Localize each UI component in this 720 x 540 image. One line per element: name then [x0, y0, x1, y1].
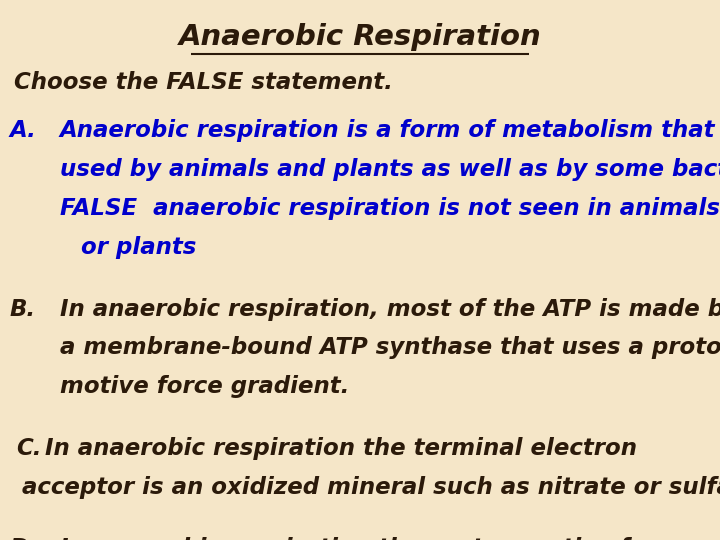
Text: C.: C. — [16, 437, 41, 460]
Text: Anaerobic Respiration: Anaerobic Respiration — [179, 23, 541, 51]
Text: FALSE  anaerobic respiration is not seen in animals: FALSE anaerobic respiration is not seen … — [60, 197, 720, 220]
Text: a membrane-bound ATP synthase that uses a proton: a membrane-bound ATP synthase that uses … — [60, 336, 720, 360]
Text: acceptor is an oxidized mineral such as nitrate or sulfate.: acceptor is an oxidized mineral such as … — [22, 476, 720, 499]
Text: or plants: or plants — [81, 236, 197, 259]
Text: In anaerobic respiration the proton motive force: In anaerobic respiration the proton moti… — [60, 537, 685, 540]
Text: Anaerobic respiration is a form of metabolism that is: Anaerobic respiration is a form of metab… — [60, 119, 720, 143]
Text: In anaerobic respiration, most of the ATP is made by: In anaerobic respiration, most of the AT… — [60, 298, 720, 321]
Text: In anaerobic respiration the terminal electron: In anaerobic respiration the terminal el… — [45, 437, 637, 460]
Text: B.: B. — [9, 298, 35, 321]
Text: D.: D. — [9, 537, 37, 540]
Text: Choose the FALSE statement.: Choose the FALSE statement. — [14, 71, 393, 94]
Text: motive force gradient.: motive force gradient. — [60, 375, 349, 399]
Text: used by animals and plants as well as by some bacteria.: used by animals and plants as well as by… — [60, 158, 720, 181]
Text: A.: A. — [9, 119, 36, 143]
